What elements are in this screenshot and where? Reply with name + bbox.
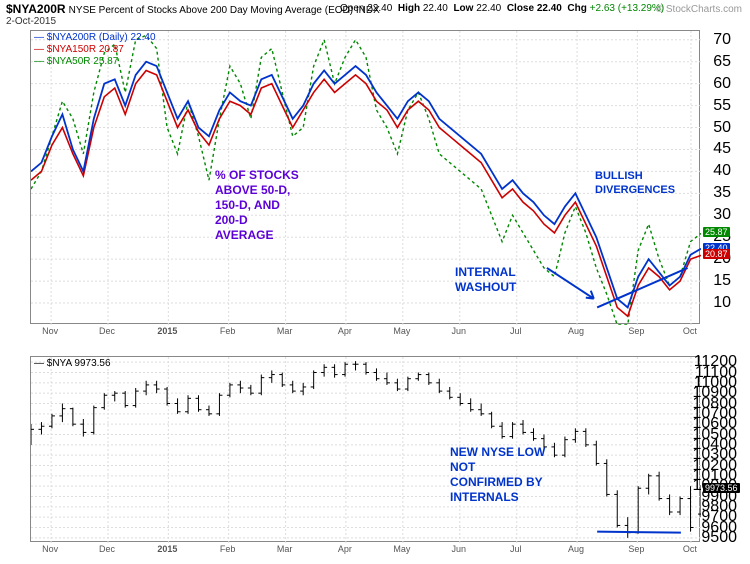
y-tick-label: 65 xyxy=(713,53,731,71)
upper-legend: — $NYA200R (Daily) 22.40— $NYA150R 20.87… xyxy=(34,32,156,68)
annotation-pct-stocks: % OF STOCKSABOVE 50-D,150-D, AND200-DAVE… xyxy=(215,168,299,243)
y-tick-label: 10 xyxy=(713,294,731,312)
lower-x-axis: Nov Dec 2015 Feb Mar Apr May Jun Jul Aug Sep Oct xyxy=(30,544,700,558)
symbol-title: $NYA200R xyxy=(6,2,66,16)
x-tick-label: Mar xyxy=(277,326,293,336)
x-tick-label: Oct xyxy=(683,326,697,336)
x-tick-label: Jul xyxy=(510,326,522,336)
annotation-new-nyse-low: NEW NYSE LOWNOTCONFIRMED BYINTERNALS xyxy=(450,445,545,505)
y-tick-label: 70 xyxy=(713,31,731,49)
low-label: Low xyxy=(453,3,473,14)
legend-item: — $NYA50R 25.87 xyxy=(34,56,156,68)
x-tick-label: Nov xyxy=(42,326,58,336)
chart-container: { "meta": { "symbol": "$NYA200R", "title… xyxy=(0,0,750,564)
y-tick-label: 30 xyxy=(713,206,731,224)
chg-label: Chg xyxy=(567,3,586,14)
lower-legend: — $NYA 9973.56 xyxy=(34,358,111,370)
x-tick-label: Feb xyxy=(220,544,236,554)
lower-chart-panel: 9500960097009800990010000101001020010300… xyxy=(30,356,700,542)
x-tick-label: Sep xyxy=(628,544,644,554)
x-tick-label: 2015 xyxy=(157,326,177,336)
x-tick-label: Mar xyxy=(277,544,293,554)
y-tick-label: 45 xyxy=(713,140,731,158)
high-value: 22.40 xyxy=(423,3,448,14)
x-tick-label: Jul xyxy=(510,544,522,554)
x-tick-label: Jun xyxy=(452,326,467,336)
x-tick-label: Aug xyxy=(568,326,584,336)
legend-item: — $NYA200R (Daily) 22.40 xyxy=(34,32,156,44)
x-tick-label: Jun xyxy=(452,544,467,554)
annotation-internal-washout: INTERNALWASHOUT xyxy=(455,265,516,295)
x-tick-label: Apr xyxy=(338,326,352,336)
open-value: 22.40 xyxy=(367,3,392,14)
y-tick-label: 55 xyxy=(713,97,731,115)
x-tick-label: 2015 xyxy=(157,544,177,554)
close-value: 22.40 xyxy=(537,3,562,14)
open-label: Open xyxy=(340,3,364,14)
value-indicator: 9973.56 xyxy=(703,483,740,493)
x-tick-label: Dec xyxy=(99,326,115,336)
chart-date: 2-Oct-2015 xyxy=(6,16,744,27)
y-tick-label: 11200 xyxy=(694,353,737,371)
x-tick-label: May xyxy=(393,544,410,554)
y-tick-label: 15 xyxy=(713,272,731,290)
high-label: High xyxy=(398,3,420,14)
x-tick-label: May xyxy=(393,326,410,336)
x-tick-label: Aug xyxy=(568,544,584,554)
value-indicator: 25.87 xyxy=(703,227,730,237)
y-tick-label: 50 xyxy=(713,119,731,137)
y-tick-label: 60 xyxy=(713,75,731,93)
close-label: Close xyxy=(507,3,534,14)
low-value: 22.40 xyxy=(476,3,501,14)
y-tick-label: 40 xyxy=(713,162,731,180)
y-tick-label: 35 xyxy=(713,184,731,202)
upper-x-axis: Nov Dec 2015 Feb Mar Apr May Jun Jul Aug Sep Oct xyxy=(30,326,700,340)
annotation-bullish-divergences: BULLISHDIVERGENCES xyxy=(595,170,675,198)
x-tick-label: Sep xyxy=(628,326,644,336)
legend-item: — $NYA 9973.56 xyxy=(34,358,111,370)
x-tick-label: Feb xyxy=(220,326,236,336)
x-tick-label: Nov xyxy=(42,544,58,554)
ohlc-readout: Open 22.40 High 22.40 Low 22.40 Close 22… xyxy=(340,3,664,14)
x-tick-label: Dec xyxy=(99,544,115,554)
chart-description: NYSE Percent of Stocks Above 200 Day Mov… xyxy=(69,5,380,16)
x-tick-label: Oct xyxy=(683,544,697,554)
x-tick-label: Apr xyxy=(338,544,352,554)
legend-item: — $NYA150R 20.87 xyxy=(34,44,156,56)
watermark: © StockCharts.com xyxy=(656,4,742,15)
value-indicator: 20.87 xyxy=(703,249,730,259)
chg-value: +2.63 (+13.29%) xyxy=(590,3,665,14)
